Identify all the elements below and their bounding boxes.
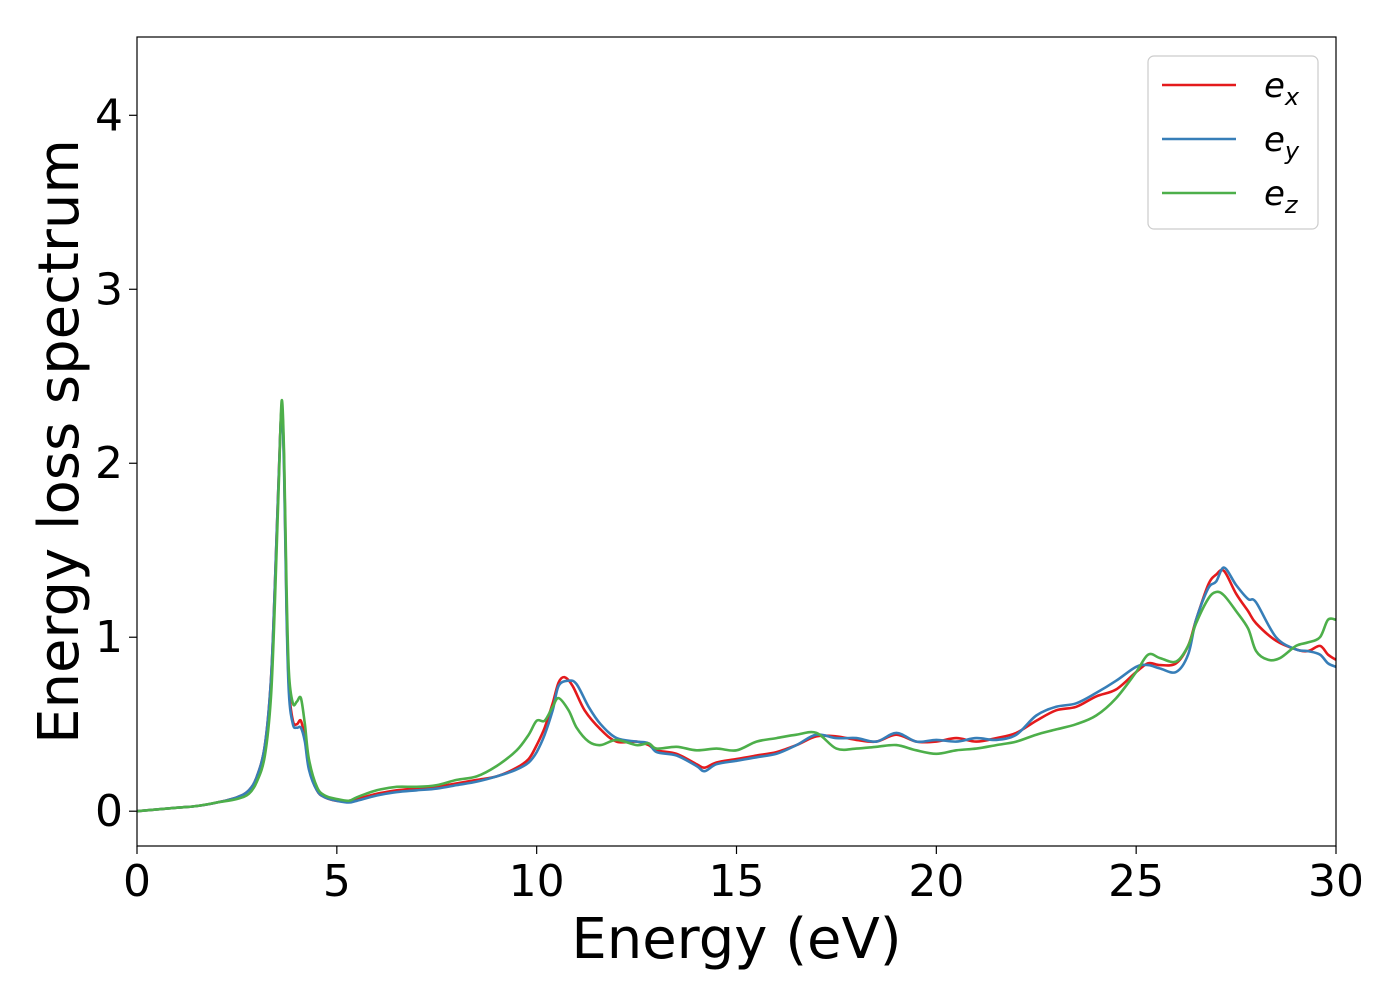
legend-label: ez (1264, 174, 1299, 219)
x-tick-label: 5 (323, 856, 351, 907)
legend-label: ex (1264, 66, 1300, 111)
legend-box (1147, 55, 1319, 230)
y-tick-label: 3 (95, 264, 123, 315)
legend-label-base: e (1264, 66, 1285, 106)
y-tick-label: 1 (95, 612, 123, 663)
x-axis-ticks: 0 5 10 15 20 25 30 (123, 846, 1364, 907)
y-tick-label: 0 (95, 786, 123, 837)
legend-label-base: e (1264, 174, 1285, 214)
x-tick-label: 10 (509, 856, 565, 907)
x-tick-label: 0 (123, 856, 151, 907)
x-tick-label: 30 (1308, 856, 1364, 907)
legend-label-subscript: x (1284, 83, 1300, 111)
x-tick-label: 20 (908, 856, 964, 907)
legend-label-subscript: z (1284, 191, 1299, 219)
y-tick-label: 4 (95, 90, 123, 141)
legend-label-base: e (1264, 120, 1285, 160)
y-axis-title: Energy loss spectrum (27, 139, 92, 744)
x-tick-label: 15 (709, 856, 765, 907)
y-axis-ticks: 0 1 2 3 4 (95, 90, 137, 837)
series-line-ez (137, 399, 1336, 813)
x-axis-title: Energy (eV) (571, 907, 901, 972)
series-lines (137, 399, 1336, 813)
legend-label-subscript: y (1284, 137, 1300, 165)
x-tick-label: 25 (1108, 856, 1164, 907)
y-tick-label: 2 (95, 438, 123, 489)
legend-label: ey (1264, 120, 1300, 165)
